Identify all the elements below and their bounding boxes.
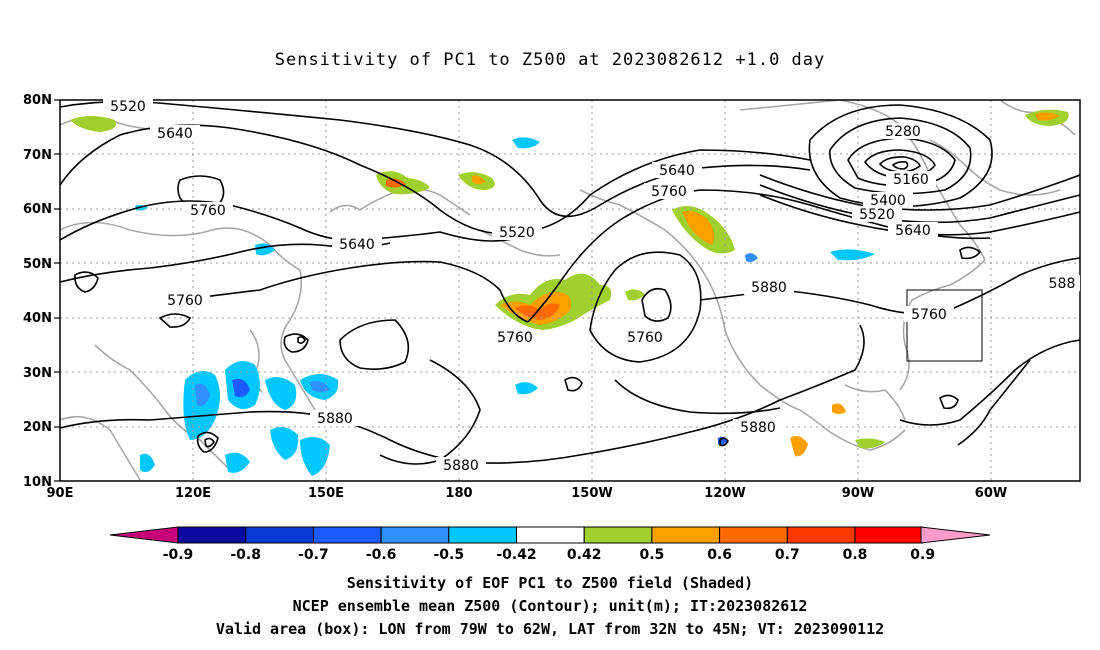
contour-label: 588 <box>1049 276 1076 292</box>
contour-label: 5400 <box>870 193 906 209</box>
colorbar-swatch <box>786 526 856 544</box>
contour-label: 5760 <box>190 203 226 219</box>
valid-area-box <box>906 289 983 362</box>
contour-label: 5280 <box>885 124 921 140</box>
colorbar-label: -0.7 <box>298 547 329 563</box>
caption-line-2: NCEP ensemble mean Z500 (Contour); unit(… <box>292 597 808 615</box>
lon-label: 180 <box>445 486 472 501</box>
colorbar-swatch <box>380 526 450 544</box>
lon-label: 90W <box>842 486 874 501</box>
lat-label: 30N <box>23 366 52 381</box>
contour-label: 5760 <box>627 330 663 346</box>
lon-label: 120E <box>175 486 211 501</box>
colorbar: -0.9 -0.8 -0.7 -0.6 -0.5 -0.42 0.42 0.5 0.6 0.7 0.… <box>109 526 991 563</box>
lat-label: 40N <box>23 311 52 326</box>
colorbar-label: 0.7 <box>775 547 800 563</box>
contour-label: 5760 <box>497 330 533 346</box>
lat-label: 60N <box>23 202 52 217</box>
contour-label: 5880 <box>751 280 787 296</box>
colorbar-swatch <box>583 526 653 544</box>
lon-label: 120W <box>704 486 745 501</box>
colorbar-label: 0.9 <box>910 547 935 563</box>
caption-line-3: Valid area (box): LON from 79W to 62W, L… <box>215 620 885 638</box>
lon-label: 90E <box>47 486 74 501</box>
contour-label: 5640 <box>895 223 931 239</box>
lat-label: 70N <box>23 148 52 163</box>
colorbar-label: -0.6 <box>366 547 397 563</box>
colorbar-swatch <box>245 526 314 544</box>
lat-label: 10N <box>23 475 52 490</box>
colorbar-label: 0.8 <box>843 547 868 563</box>
contour-label: 5520 <box>110 99 146 115</box>
colorbar-swatch <box>651 526 721 544</box>
contour-label: 5640 <box>339 237 375 253</box>
contour-label: 5880 <box>317 411 353 427</box>
colorbar-swatch <box>448 526 517 544</box>
colorbar-label: -0.9 <box>163 547 194 563</box>
colorbar-label: -0.8 <box>230 547 261 563</box>
colorbar-swatch <box>177 526 247 544</box>
caption-line-1: Sensitivity of EOF PC1 to Z500 field (Sh… <box>346 574 754 592</box>
contour-label: 5640 <box>157 126 193 142</box>
figure-title: Sensitivity of PC1 to Z500 at 2023082612… <box>274 50 826 70</box>
colorbar-label: 0.5 <box>639 547 664 563</box>
lon-label: 60W <box>975 486 1007 501</box>
contour-label: 5880 <box>740 420 776 436</box>
lat-labels: 80N 70N 60N 50N 40N 30N 20N 10N <box>23 93 52 490</box>
colorbar-swatch <box>516 526 585 544</box>
colorbar-label: -0.42 <box>496 547 536 563</box>
lat-label: 80N <box>23 93 52 108</box>
shaded-negative <box>135 137 875 476</box>
lat-label: 50N <box>23 257 52 272</box>
lon-label: 150E <box>308 486 344 501</box>
lat-ticks <box>54 99 60 482</box>
contour-label: 5880 <box>443 458 479 474</box>
contour-label: 5760 <box>167 293 203 309</box>
lat-label: 20N <box>23 420 52 435</box>
colorbar-swatch <box>312 526 382 544</box>
contour-label: 5760 <box>911 307 947 323</box>
colorbar-swatch <box>854 526 924 544</box>
contour-labels: 5520 5640 5760 5640 5760 5520 5640 5760 … <box>103 98 1080 474</box>
colorbar-swatch <box>719 526 788 544</box>
contour-label: 5520 <box>499 225 535 241</box>
colorbar-label: 0.6 <box>707 547 732 563</box>
contour-label: 5160 <box>893 172 929 188</box>
lon-label: 150W <box>571 486 612 501</box>
colorbar-label: 0.42 <box>567 547 602 563</box>
lon-labels: 90E 120E 150E 180 150W 120W 90W 60W <box>47 486 1008 501</box>
contour-label: 5640 <box>659 163 695 179</box>
contour-label: 5760 <box>651 184 687 200</box>
contour-label: 5520 <box>859 207 895 223</box>
colorbar-label: -0.5 <box>433 547 464 563</box>
shaded-positive <box>70 109 1069 457</box>
